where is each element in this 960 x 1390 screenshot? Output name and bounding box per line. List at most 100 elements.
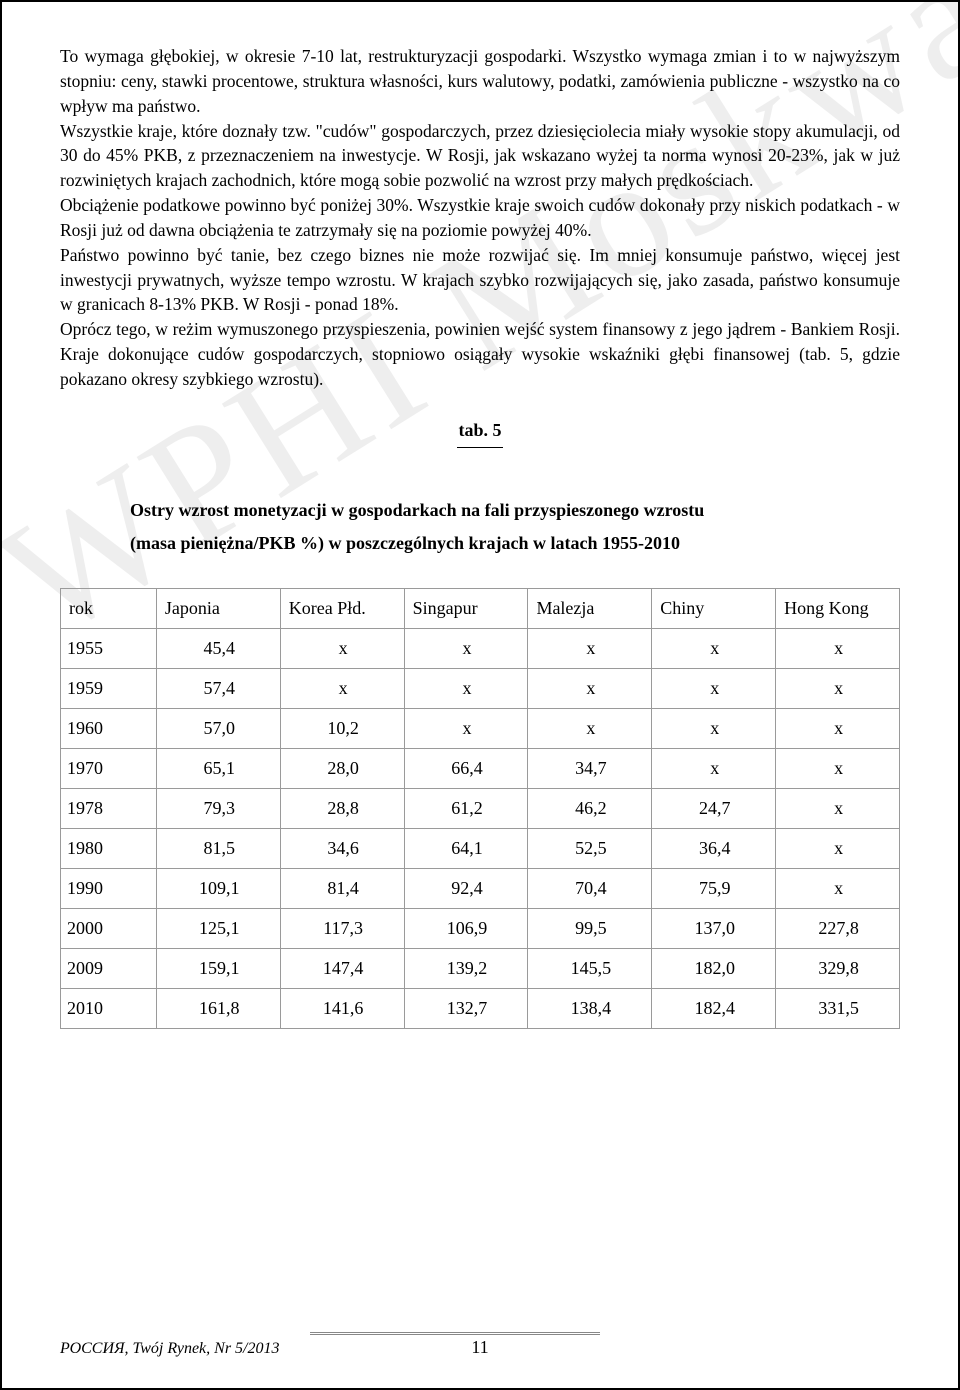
cell: 99,5	[528, 909, 652, 949]
cell: 24,7	[652, 789, 776, 829]
table-row: 1990109,181,492,470,475,9x	[61, 869, 900, 909]
table-row: 195545,4xxxxx	[61, 629, 900, 669]
header-korea: Korea Płd.	[280, 589, 404, 629]
cell: 182,4	[652, 989, 776, 1029]
cell: 92,4	[404, 869, 528, 909]
cell: x	[776, 869, 900, 909]
cell: x	[280, 669, 404, 709]
table-row: 2009159,1147,4139,2145,5182,0329,8	[61, 949, 900, 989]
table-row: 197065,128,066,434,7xx	[61, 749, 900, 789]
cell: 81,4	[280, 869, 404, 909]
header-japan: Japonia	[156, 589, 280, 629]
cell: x	[652, 749, 776, 789]
cell: 161,8	[156, 989, 280, 1029]
table-caption: tab. 5	[60, 420, 900, 441]
cell: x	[652, 669, 776, 709]
table-row: 195957,4xxxxx	[61, 669, 900, 709]
cell: x	[280, 629, 404, 669]
cell: 117,3	[280, 909, 404, 949]
cell-year: 2010	[61, 989, 157, 1029]
footer-source: РОССИЯ, Twój Rynek, Nr 5/2013	[60, 1340, 280, 1358]
cell: 57,4	[156, 669, 280, 709]
cell: x	[528, 669, 652, 709]
cell: 61,2	[404, 789, 528, 829]
cell-year: 1990	[61, 869, 157, 909]
cell: x	[776, 789, 900, 829]
page-footer: РОССИЯ, Twój Rynek, Nr 5/2013 11	[60, 1340, 900, 1358]
cell: 125,1	[156, 909, 280, 949]
table-row: 198081,534,664,152,536,4x	[61, 829, 900, 869]
cell: 182,0	[652, 949, 776, 989]
cell: 10,2	[280, 709, 404, 749]
cell: 45,4	[156, 629, 280, 669]
cell: x	[776, 709, 900, 749]
cell: 36,4	[652, 829, 776, 869]
header-year: rok	[61, 589, 157, 629]
cell: 34,6	[280, 829, 404, 869]
cell: 79,3	[156, 789, 280, 829]
table-title: Ostry wzrost monetyzacji w gospodarkach …	[130, 494, 870, 561]
cell: 137,0	[652, 909, 776, 949]
cell: x	[776, 829, 900, 869]
cell: x	[404, 709, 528, 749]
table-row: 2000125,1117,3106,999,5137,0227,8	[61, 909, 900, 949]
cell: x	[652, 709, 776, 749]
cell-year: 1959	[61, 669, 157, 709]
cell: x	[776, 629, 900, 669]
cell: x	[528, 709, 652, 749]
cell: 75,9	[652, 869, 776, 909]
cell: 138,4	[528, 989, 652, 1029]
cell-year: 1955	[61, 629, 157, 669]
cell: x	[404, 669, 528, 709]
table-header-row: rok Japonia Korea Płd. Singapur Malezja …	[61, 589, 900, 629]
cell: 145,5	[528, 949, 652, 989]
header-hongkong: Hong Kong	[776, 589, 900, 629]
cell: 81,5	[156, 829, 280, 869]
cell: x	[404, 629, 528, 669]
cell: 139,2	[404, 949, 528, 989]
cell: 57,0	[156, 709, 280, 749]
table-title-line-1: Ostry wzrost monetyzacji w gospodarkach …	[130, 494, 870, 527]
cell: 109,1	[156, 869, 280, 909]
cell: x	[652, 629, 776, 669]
cell-year: 2000	[61, 909, 157, 949]
header-malaysia: Malezja	[528, 589, 652, 629]
paragraph-1: To wymaga głębokiej, w okresie 7-10 lat,…	[60, 44, 900, 119]
body-text-block: To wymaga głębokiej, w okresie 7-10 lat,…	[60, 44, 900, 392]
table-row: 197879,328,861,246,224,7x	[61, 789, 900, 829]
cell: 106,9	[404, 909, 528, 949]
cell: 329,8	[776, 949, 900, 989]
header-singapore: Singapur	[404, 589, 528, 629]
cell: 331,5	[776, 989, 900, 1029]
cell-year: 1980	[61, 829, 157, 869]
table-row: 2010161,8141,6132,7138,4182,4331,5	[61, 989, 900, 1029]
table-row: 196057,010,2xxxx	[61, 709, 900, 749]
cell: 141,6	[280, 989, 404, 1029]
cell: 28,0	[280, 749, 404, 789]
header-china: Chiny	[652, 589, 776, 629]
cell: x	[776, 669, 900, 709]
paragraph-3: Obciążenie podatkowe powinno być poniżej…	[60, 193, 900, 243]
cell: 147,4	[280, 949, 404, 989]
cell-year: 2009	[61, 949, 157, 989]
cell: x	[776, 749, 900, 789]
page-content: To wymaga głębokiej, w okresie 7-10 lat,…	[2, 2, 958, 1059]
cell: 66,4	[404, 749, 528, 789]
footer-rule	[310, 1332, 600, 1335]
cell: 65,1	[156, 749, 280, 789]
cell: 70,4	[528, 869, 652, 909]
cell: 64,1	[404, 829, 528, 869]
cell: 132,7	[404, 989, 528, 1029]
cell-year: 1960	[61, 709, 157, 749]
cell: x	[528, 629, 652, 669]
table-body: 195545,4xxxxx 195957,4xxxxx 196057,010,2…	[61, 629, 900, 1029]
cell: 28,8	[280, 789, 404, 829]
cell: 227,8	[776, 909, 900, 949]
cell: 159,1	[156, 949, 280, 989]
data-table: rok Japonia Korea Płd. Singapur Malezja …	[60, 588, 900, 1029]
paragraph-5: Oprócz tego, w reżim wymuszonego przyspi…	[60, 317, 900, 392]
cell: 46,2	[528, 789, 652, 829]
cell: 34,7	[528, 749, 652, 789]
cell-year: 1970	[61, 749, 157, 789]
footer-page-number: 11	[471, 1337, 488, 1358]
